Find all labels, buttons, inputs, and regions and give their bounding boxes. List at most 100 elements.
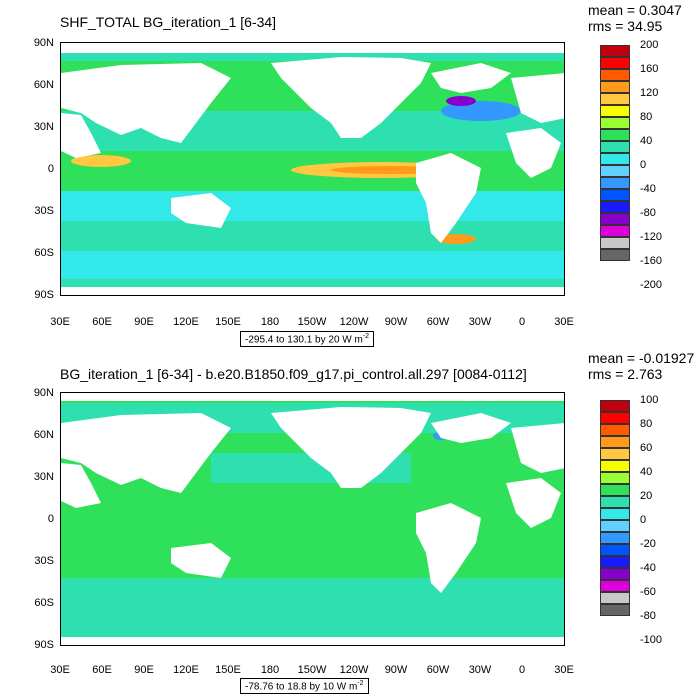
colorbar-swatch [600,604,630,616]
colorbar-label: -80 [640,610,656,622]
colorbar-swatch [600,201,630,213]
lon-label: 150W [297,316,327,328]
colorbar-label: -20 [640,538,656,550]
colorbar-swatch [600,496,630,508]
colorbar-swatch [600,520,630,532]
lat-label: 60N [33,429,54,441]
lat-label: 90N [33,387,54,399]
lon-label: 90W [384,316,408,328]
colorbar-swatch [600,105,630,117]
lon-label: 120W [339,316,369,328]
lon-label: 60W [426,316,450,328]
map-field [61,393,564,645]
lon-label: 30W [468,664,492,676]
colorbar-label: -160 [640,255,663,267]
map-plot [60,42,565,296]
colorbar-swatch [600,592,630,604]
lon-label: 90E [134,316,154,328]
colorbar-swatch [600,460,630,472]
colorbar-label: 60 [640,442,653,454]
lon-label: 30W [468,316,492,328]
colorbar-swatch [600,249,630,261]
colorbar-swatch [600,580,630,592]
colorbar-swatch [600,532,630,544]
map-plot [60,392,565,646]
lon-label: 150E [215,664,241,676]
colorbar-label: 40 [640,466,653,478]
lat-label: 90S [34,639,54,651]
colorbar-label: 200 [640,39,659,51]
colorbar-swatch [600,225,630,237]
colorbar-swatch [600,424,630,436]
colorbar-label: -100 [640,634,663,646]
lon-label: 180 [260,316,280,328]
lon-label: 180 [260,664,280,676]
panel-title: BG_iteration_1 [6-34] - b.e20.B1850.f09_… [60,366,527,382]
contour-range-label: -78.76 to 18.8 by 10 W m-2 [240,678,369,695]
lat-label: 90N [33,37,54,49]
lat-label: 60S [34,597,54,609]
colorbar-label: -80 [640,207,656,219]
lat-label: 30N [33,121,54,133]
colorbar-swatch [600,436,630,448]
colorbar-swatch [600,508,630,520]
colorbar-swatch [600,165,630,177]
lon-label: 120E [173,664,199,676]
colorbar-label: 80 [640,418,653,430]
mean-stat: mean = 0.3047 [588,2,682,18]
colorbar-label: 20 [640,490,653,502]
panel-bottom: BG_iteration_1 [6-34] - b.e20.B1850.f09_… [0,350,700,700]
colorbar-label: 160 [640,63,659,75]
lat-label: 30S [34,555,54,567]
colorbar-swatch [600,213,630,225]
lon-label: 150W [297,664,327,676]
colorbar-swatch [600,45,630,57]
rms-stat: rms = 34.95 [588,18,663,34]
colorbar-swatch [600,141,630,153]
lon-label: 0 [518,316,526,328]
lon-label: 30E [554,664,574,676]
lon-label: 90W [384,664,408,676]
colorbar-swatch [600,556,630,568]
colorbar-label: 0 [640,159,647,171]
lon-label: 120E [173,316,199,328]
colorbar-swatch [600,129,630,141]
colorbar-swatch [600,400,630,412]
mean-stat: mean = -0.01927 [588,350,695,366]
colorbar-swatch [600,177,630,189]
lon-label: 30E [554,316,574,328]
lat-label: 30S [34,205,54,217]
colorbar-label: -120 [640,231,663,243]
panel-title: SHF_TOTAL BG_iteration_1 [6-34] [60,14,277,30]
colorbar-swatch [600,448,630,460]
colorbar-swatch [600,568,630,580]
colorbar-label: -40 [640,183,656,195]
lon-label: 30E [50,316,70,328]
lon-label: 90E [134,664,154,676]
colorbar-label: -60 [640,586,656,598]
colorbar-swatch [600,189,630,201]
colorbar-label: -200 [640,279,663,291]
map-field [61,43,564,295]
lat-label: 0 [47,513,54,525]
colorbar-swatch [600,117,630,129]
colorbar-label: -40 [640,562,656,574]
colorbar-label: 0 [640,514,647,526]
colorbar-swatch [600,544,630,556]
colorbar-swatch [600,57,630,69]
colorbar-swatch [600,472,630,484]
lat-label: 60N [33,79,54,91]
rms-stat: rms = 2.763 [588,366,663,382]
lon-label: 60E [92,664,112,676]
colorbar-swatch [600,237,630,249]
lat-label: 90S [34,289,54,301]
colorbar-label: 80 [640,111,653,123]
colorbar-label: 100 [640,394,659,406]
lon-label: 150E [215,316,241,328]
lat-label: 60S [34,247,54,259]
colorbar-swatch [600,412,630,424]
lon-label: 60W [426,664,450,676]
panel-top: SHF_TOTAL BG_iteration_1 [6-34] mean = 0… [33,2,682,348]
lon-label: 30E [50,664,70,676]
lat-label: 0 [47,163,54,175]
